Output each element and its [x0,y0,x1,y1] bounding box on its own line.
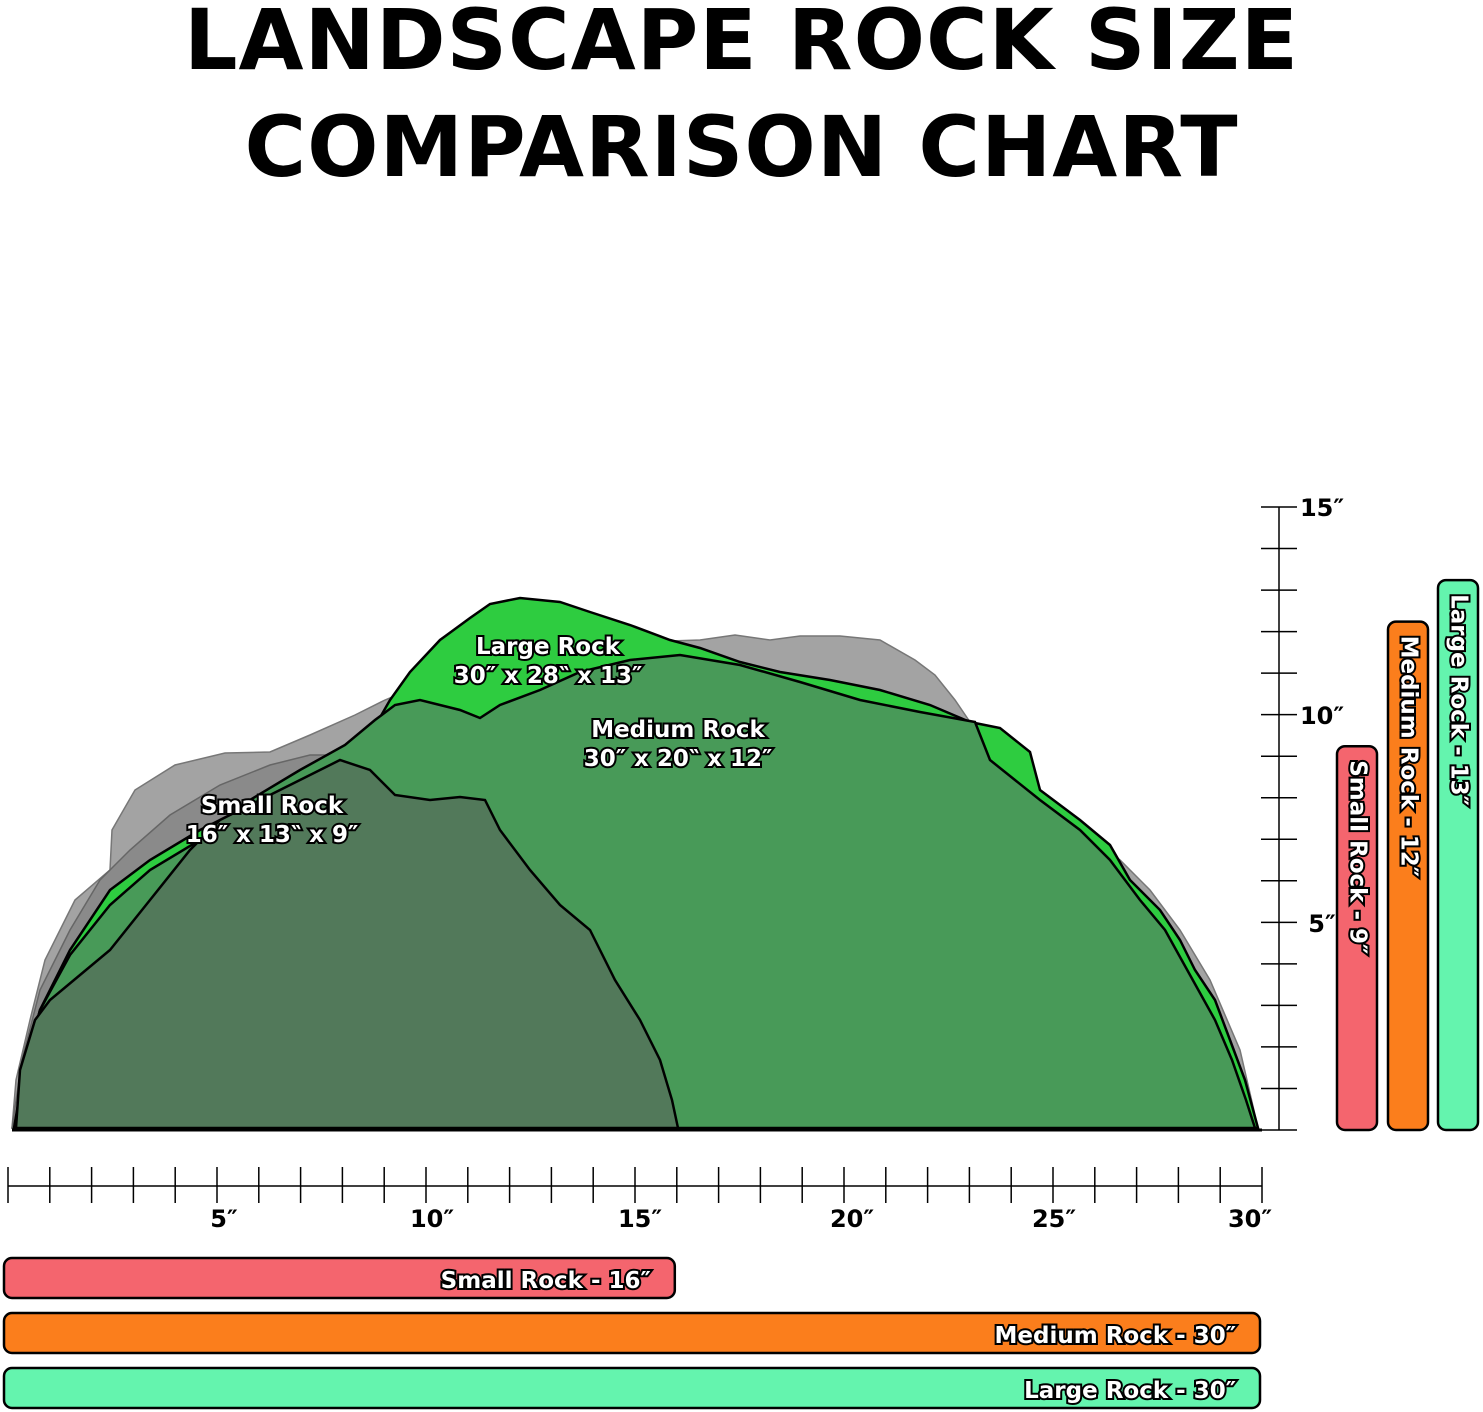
small-rock-height-bar [1335,744,1379,1132]
small-rock-dims: 16″ x 13‶ x 9″ [186,822,359,848]
y-label-5: 5″ [1308,910,1336,938]
medium-rock-dims: 30″ x 20‶ x 12″ [584,746,773,772]
large-rock-dims: 30″ x 28‶ x 13″ [454,663,643,689]
y-label-15: 15″ [1300,494,1344,522]
medium-rock-height-label: Medium Rock - 12″ [1396,636,1422,877]
large-rock-length-label: Large Rock - 30″ [1024,1378,1236,1404]
small-rock-height-label: Small Rock - 9″ [1345,760,1371,954]
title-line-2: COMPARISON CHART [244,98,1239,196]
x-label-25: 25″ [1032,1205,1076,1233]
medium-rock-length-label: Medium Rock - 30″ [995,1323,1236,1349]
medium-rock-length-bar [2,1311,1262,1355]
large-rock-length-bar [2,1366,1262,1410]
x-label-10: 10″ [410,1205,454,1233]
x-label-5: 5″ [210,1205,238,1233]
medium-rock-height-bar [1386,620,1430,1132]
large-rock-name: Large Rock [476,634,621,660]
vertical-ruler [1261,506,1297,1131]
title-line-1: LANDSCAPE ROCK SIZE [183,0,1300,89]
x-label-20: 20″ [830,1205,874,1233]
small-rock-name: Small Rock [201,793,344,819]
large-rock-height-bar [1436,578,1480,1132]
small-rock-length-bar [2,1256,677,1300]
x-label-30: 30″ [1228,1205,1272,1233]
small-rock-shape [14,758,680,1130]
small-rock-length-label: Small Rock - 16″ [441,1268,651,1294]
x-label-15: 15″ [618,1205,662,1233]
horizontal-ruler [7,1167,1263,1203]
large-rock-height-label: Large Rock - 13″ [1446,594,1472,806]
y-label-10: 10″ [1300,702,1344,730]
medium-rock-name: Medium Rock [591,717,765,743]
